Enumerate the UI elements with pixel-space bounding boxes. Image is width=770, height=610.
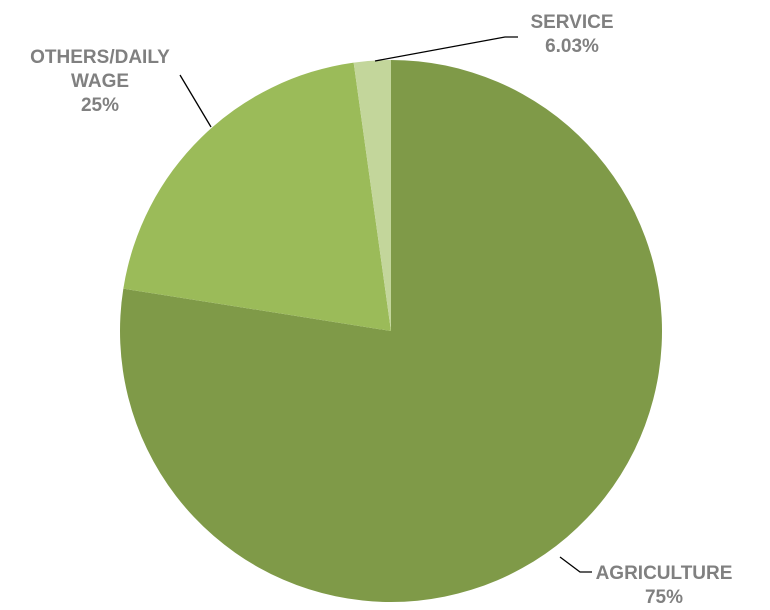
pie-slice-service xyxy=(353,59,391,331)
pie-slices xyxy=(120,59,663,602)
leader-line-service xyxy=(374,36,518,62)
data-label-others-daily-wage: OTHERS/DAILY WAGE 25% xyxy=(30,47,170,116)
data-label-service: SERVICE 6.03% xyxy=(530,12,613,57)
data-label-line: 6.03% xyxy=(545,36,599,57)
pie-slice-agriculture xyxy=(120,60,663,602)
pie-slice-others-daily-wage xyxy=(123,62,391,331)
leader-lines xyxy=(179,36,592,573)
data-label-line: AGRICULTURE xyxy=(596,563,733,584)
data-label-line: OTHERS/DAILY xyxy=(30,47,170,68)
data-label-line: 75% xyxy=(645,587,683,608)
data-label-line: 25% xyxy=(81,95,119,116)
leader-line-others-daily-wage xyxy=(179,74,212,128)
data-label-line: WAGE xyxy=(71,71,129,92)
data-label-agriculture: AGRICULTURE 75% xyxy=(596,563,733,608)
data-label-line: SERVICE xyxy=(530,12,613,33)
data-labels: AGRICULTURE 75% OTHERS/DAILY WAGE 25% SERVICE… xyxy=(30,12,732,608)
leader-line-agriculture xyxy=(559,556,592,573)
